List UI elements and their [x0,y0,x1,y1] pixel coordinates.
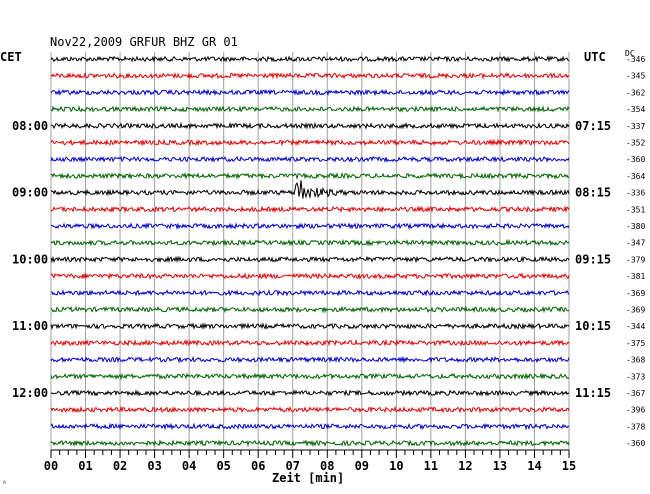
trace-line [50,372,570,381]
trace-line [50,322,570,331]
x-tick-label: 15 [562,459,576,473]
x-tick-label: 05 [216,459,230,473]
trace-line [50,138,570,147]
x-tick-label: 08 [320,459,334,473]
dc-offset-label: -379 [626,255,645,264]
trace-line [50,55,570,63]
dc-offset-label: -345 [626,72,645,81]
x-tick-label: 09 [355,459,369,473]
trace-line [50,305,570,314]
chart-title: Nov22,2009 GRFUR BHZ GR 01 [50,35,238,49]
x-tick-label: 14 [527,459,541,473]
dc-offset-label: -336 [626,189,645,198]
trace-line [50,288,570,297]
left-hour-label: 12:00 [12,386,48,400]
dc-offset-label: -380 [626,222,645,231]
trace-line [50,338,570,347]
trace-line [50,155,570,164]
right-hour-label: 07:15 [575,119,611,133]
left-hour-labels: 08:00 09:00 10:00 11:00 12:00 [12,119,48,400]
x-tick-label: 07 [286,459,300,473]
dc-offset-label: -360 [626,155,645,164]
dc-offset-label: -352 [626,139,645,148]
dc-offset-label: -369 [626,289,645,298]
trace-line [50,439,570,448]
trace-line [50,405,570,414]
dc-offset-label: -360 [626,439,645,448]
trace-line [50,272,570,281]
dc-offset-label: -354 [626,105,645,114]
dc-offset-label: -396 [626,406,645,415]
minute-grid [50,52,570,450]
x-axis: 00 01 02 03 04 05 06 07 08 09 10 11 12 13 14 15 [44,449,576,473]
trace-line [50,255,570,264]
trace-line [50,171,570,180]
dc-offset-label: -351 [626,205,645,214]
trace-line [50,88,570,97]
trace-line [50,121,570,130]
x-tick-label: 03 [147,459,161,473]
dc-offset-label: -369 [626,306,645,315]
trace-line [50,389,570,397]
trace-line [50,355,570,364]
left-hour-label: 08:00 [12,119,48,133]
dc-offset-label: -367 [626,389,645,398]
right-hour-label: 10:15 [575,319,611,333]
x-tick-label: 13 [493,459,507,473]
dc-offset-label: -346 [626,55,645,64]
x-tick-label: 02 [113,459,127,473]
x-tick-label: 10 [389,459,403,473]
dc-header-label: DC [625,49,635,58]
x-axis-label: Zeit [min] [272,471,344,485]
dc-offset-label: -378 [626,422,645,431]
trace-line [50,205,570,214]
trace-line [50,180,570,199]
dc-offset-label: -337 [626,122,645,131]
footer-mark: ᴬ [2,479,7,488]
right-hour-label: 08:15 [575,186,611,200]
left-hour-label: 09:00 [12,186,48,200]
right-timezone-label: UTC [584,50,606,64]
dc-offset-label: -368 [626,356,645,365]
dc-offset-label: -362 [626,88,645,97]
right-hour-labels: 07:15 08:15 09:15 10:15 11:15 [575,119,611,400]
left-timezone-label: CET [0,50,22,64]
x-tick-label: 04 [182,459,196,473]
x-tick-label: 11 [424,459,438,473]
dc-offset-label: -347 [626,239,645,248]
x-tick-label: 00 [44,459,58,473]
seismic-traces [50,55,570,448]
trace-line [50,238,570,247]
x-tick-label: 06 [251,459,265,473]
x-tick-label: 12 [458,459,472,473]
dc-offset-labels: -346 -345 -362 -354 -337 -352 -360 -364 -336 -351… [626,55,645,448]
trace-line [50,71,570,80]
x-tick-label: 01 [78,459,92,473]
dc-offset-label: -381 [626,272,645,281]
left-hour-label: 10:00 [12,252,48,266]
trace-line [50,222,570,231]
dc-offset-label: -373 [626,372,645,381]
dc-offset-label: -364 [626,172,645,181]
dc-offset-label: -344 [626,322,645,331]
left-hour-label: 11:00 [12,319,48,333]
dc-offset-label: -375 [626,339,645,348]
right-hour-label: 11:15 [575,386,611,400]
right-hour-label: 09:15 [575,252,611,266]
trace-line [50,105,570,113]
trace-line [50,422,570,431]
